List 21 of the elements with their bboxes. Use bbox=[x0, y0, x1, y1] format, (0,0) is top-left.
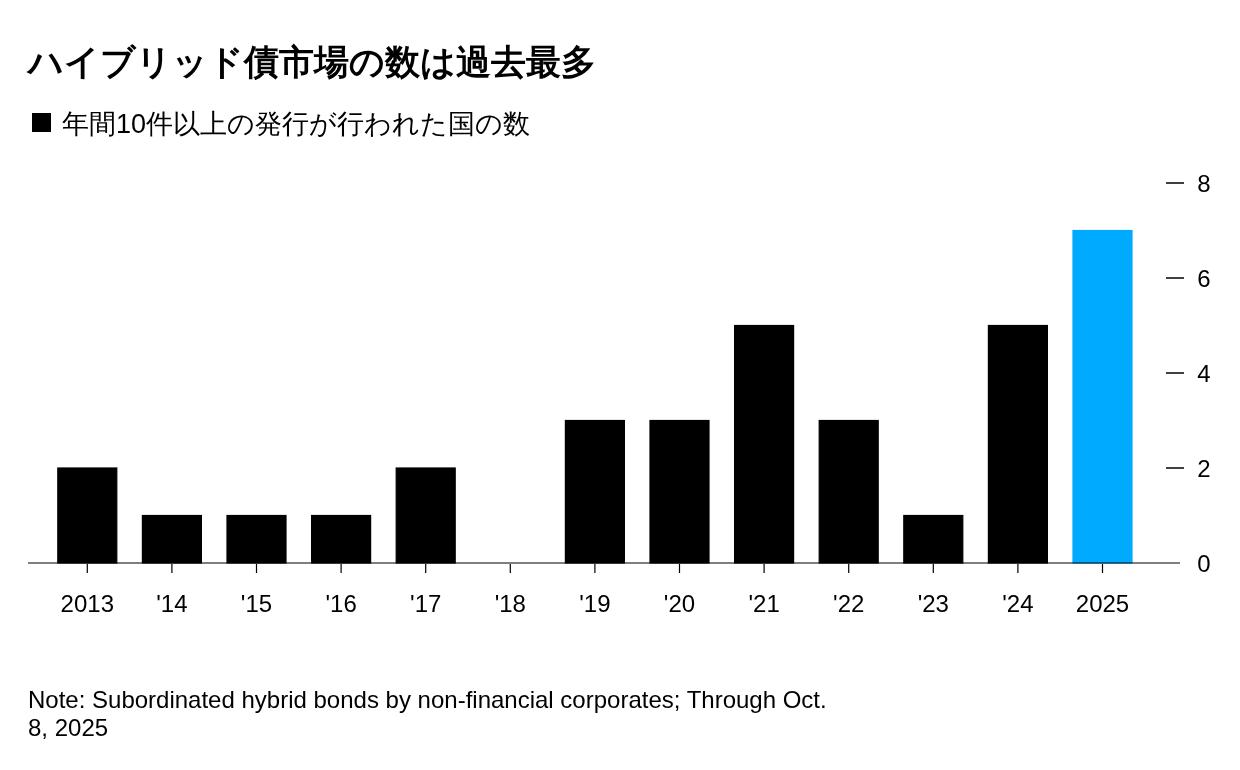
y-tick-label: 6 bbox=[1197, 264, 1211, 292]
title: ハイブリッド債市場の数は過去最多 bbox=[28, 42, 596, 81]
y-tick-label: 2 bbox=[1197, 454, 1211, 482]
x-tick-label: '21 bbox=[748, 590, 780, 617]
x-tick-label: '17 bbox=[410, 590, 442, 617]
x-tick-label: '19 bbox=[579, 590, 611, 617]
y-tick-label: 0 bbox=[1197, 549, 1211, 577]
x-tick-label: 2025 bbox=[1075, 590, 1130, 617]
x-tick-label: '15 bbox=[240, 590, 273, 617]
x-tick-label: 2013 bbox=[60, 590, 114, 617]
y-tick-label: 4 bbox=[1197, 359, 1211, 387]
text: Note: Subordinated hybrid bonds by non-financial corporates; Through Oct. 8, 2025 bbox=[28, 686, 828, 742]
x-tick-label: '18 bbox=[494, 590, 526, 617]
legend-text: 年間10件以上の発行が行われた国の数 bbox=[62, 109, 531, 139]
x-tick-label: '16 bbox=[325, 590, 357, 617]
x-tick-label: '14 bbox=[156, 590, 188, 617]
y-tick-label: 8 bbox=[1197, 169, 1211, 197]
x-tick-label: '23 bbox=[917, 590, 949, 617]
x-tick-label: '20 bbox=[663, 590, 696, 617]
x-tick-label: '22 bbox=[833, 590, 865, 617]
x-tick-label: '24 bbox=[1002, 590, 1034, 617]
